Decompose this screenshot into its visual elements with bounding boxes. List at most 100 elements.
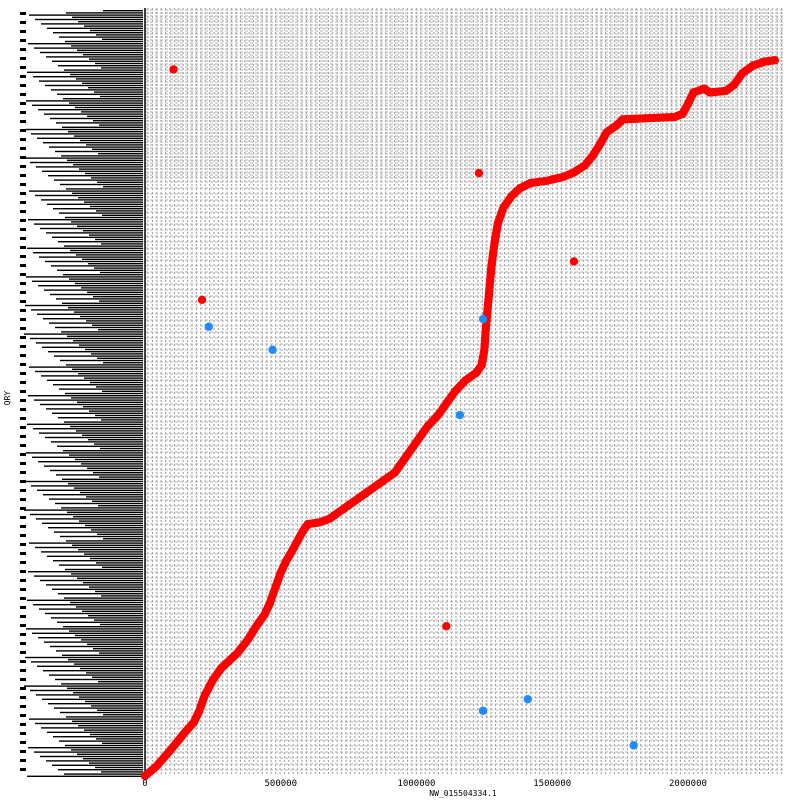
query-label-mark-330 (53, 736, 143, 738)
query-label-mark-213 (62, 478, 143, 480)
query-label-mark-134 (25, 304, 143, 307)
query-label-mark-117 (94, 267, 143, 269)
query-label-mark-55 (68, 131, 143, 133)
query-label-mark-120 (63, 274, 143, 276)
query-label-mark-264 (95, 590, 143, 593)
query-label-mark-190 (33, 428, 143, 430)
query-label-mark-280 (63, 626, 143, 628)
query-label-mark-4 (35, 18, 143, 21)
query-label-mark-376 (20, 255, 26, 258)
query-label-mark-348 (27, 775, 143, 777)
query-label-mark-217 (74, 487, 143, 489)
query-label-mark-354 (20, 57, 26, 60)
query-label-mark-300 (43, 670, 143, 672)
query-label-mark-252 (59, 564, 143, 566)
query-sequence-label-column (20, 10, 143, 777)
query-label-mark-343 (52, 764, 143, 766)
query-label-mark-99 (40, 227, 143, 230)
query-label-mark-312 (79, 696, 143, 698)
query-label-mark-25 (58, 65, 143, 67)
query-label-mark-109 (70, 249, 143, 252)
query-label-mark-239 (60, 535, 143, 538)
query-label-mark-8 (47, 27, 143, 29)
query-label-mark-22 (89, 58, 143, 60)
query-label-mark-394 (20, 417, 26, 420)
query-label-mark-165 (78, 373, 143, 375)
query-label-mark-431 (20, 750, 26, 753)
query-label-mark-332 (59, 740, 143, 742)
query-label-mark-211 (56, 474, 143, 476)
x-tick-label-4: 2000000 (669, 779, 707, 789)
query-label-mark-350 (20, 21, 26, 24)
query-label-mark-94 (65, 216, 143, 219)
query-label-mark-338 (77, 753, 143, 755)
query-label-mark-173 (102, 390, 143, 392)
query-label-mark-203 (32, 456, 143, 458)
query-label-mark-170 (53, 384, 143, 386)
x-tick-label-2: 1000000 (398, 779, 436, 789)
query-label-mark-402 (20, 489, 26, 492)
query-label-mark-377 (20, 264, 26, 267)
query-label-mark-7 (84, 25, 143, 27)
query-label-mark-227 (24, 509, 143, 511)
query-label-mark-36 (51, 89, 143, 91)
query-label-mark-125 (38, 285, 143, 287)
query-label-mark-49 (50, 117, 143, 120)
query-label-mark-209 (50, 469, 143, 472)
query-label-mark-107 (64, 245, 143, 247)
query-label-mark-242 (29, 542, 143, 544)
query-label-mark-98 (77, 225, 143, 227)
query-label-mark-198 (57, 445, 143, 447)
query-label-mark-104 (95, 238, 143, 241)
x-tick-labels: 0 500000 1000000 1500000 2000000 (142, 779, 707, 789)
query-label-mark-269 (70, 601, 143, 604)
query-label-mark-331 (96, 738, 143, 740)
query-label-mark-370 (20, 201, 26, 204)
query-label-mark-42 (69, 102, 143, 104)
query-label-mark-274 (45, 612, 143, 615)
query-label-mark-12 (59, 36, 143, 38)
query-label-mark-137 (74, 311, 143, 313)
query-label-mark-268 (27, 599, 143, 601)
query-label-mark-277 (94, 619, 143, 621)
query-label-mark-35 (88, 87, 143, 89)
query-label-mark-362 (20, 129, 26, 132)
query-label-mark-393 (20, 408, 26, 411)
query-label-mark-345 (58, 769, 143, 771)
query-label-mark-363 (20, 138, 26, 141)
query-label-mark-215 (68, 483, 143, 485)
query-label-mark-371 (20, 210, 26, 213)
query-label-mark-148 (67, 335, 143, 337)
query-label-mark-236 (91, 529, 143, 531)
query-label-mark-156 (91, 353, 143, 355)
query-label-mark-69 (30, 161, 143, 164)
query-label-mark-139 (80, 315, 143, 318)
query-label-mark-157 (54, 355, 143, 357)
query-label-mark-145 (98, 329, 143, 331)
query-label-mark-110 (33, 252, 143, 254)
query-label-mark-149 (30, 337, 143, 340)
query-label-mark-168 (47, 379, 143, 381)
query-label-mark-214 (25, 480, 143, 483)
query-label-mark-380 (20, 291, 26, 294)
query-label-mark-256 (71, 573, 143, 575)
query-label-mark-164 (35, 370, 143, 373)
query-label-mark-378 (20, 273, 26, 276)
query-label-mark-28 (27, 71, 143, 73)
query-label-mark-32 (39, 80, 143, 82)
query-label-mark-112 (39, 256, 143, 258)
query-label-mark-17 (34, 47, 143, 49)
query-label-mark-426 (20, 705, 26, 708)
query-label-mark-46 (81, 111, 143, 113)
query-label-mark-33 (82, 82, 143, 84)
query-label-mark-13 (102, 38, 143, 40)
query-label-mark-179 (40, 403, 143, 406)
query-label-mark-84 (35, 194, 143, 197)
query-label-mark-177 (34, 399, 143, 401)
query-label-mark-188 (27, 423, 143, 425)
query-label-mark-414 (20, 597, 26, 600)
query-label-mark-292 (99, 652, 143, 654)
query-label-mark-386 (20, 345, 26, 348)
query-label-mark-324 (35, 722, 143, 725)
query-label-mark-400 (20, 471, 26, 474)
